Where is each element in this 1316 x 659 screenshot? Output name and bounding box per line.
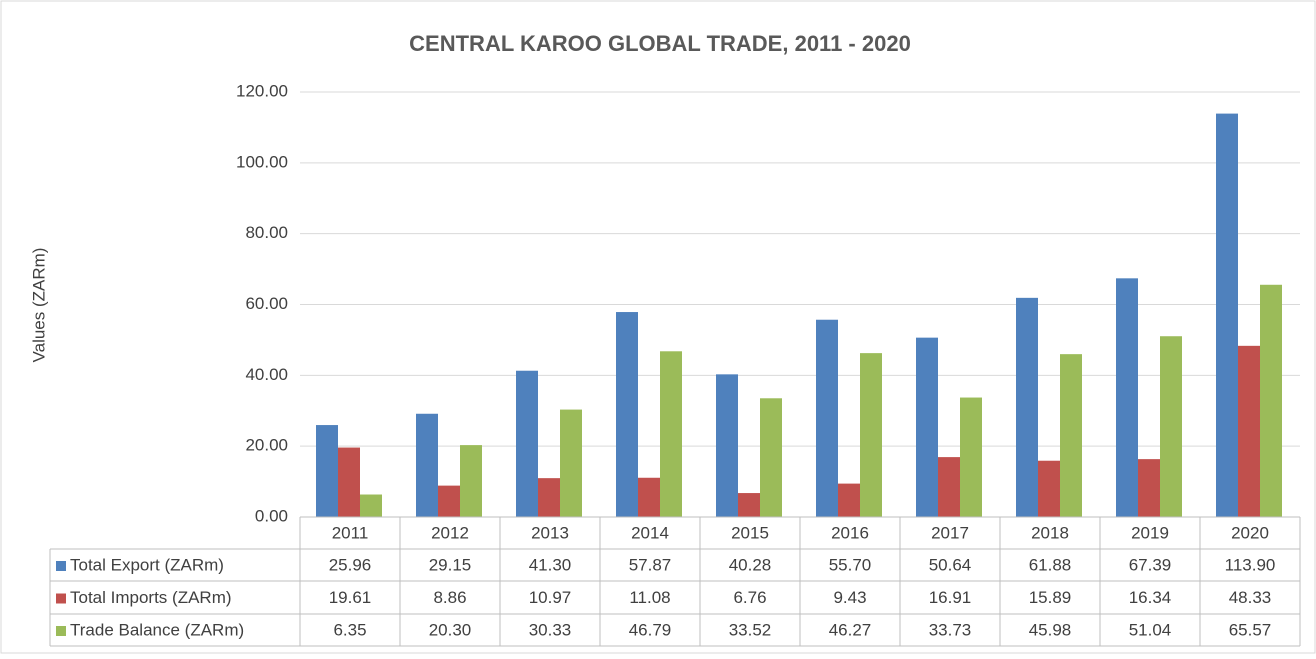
bar (738, 493, 760, 517)
bar (460, 445, 482, 517)
bar (1038, 460, 1060, 517)
table-value: 51.04 (1129, 620, 1172, 639)
bar (1238, 345, 1260, 517)
table-value: 57.87 (629, 555, 672, 574)
bar (416, 413, 438, 517)
y-tick-label: 120.00 (236, 81, 288, 100)
bar (960, 397, 982, 517)
x-tick-label: 2014 (631, 523, 669, 542)
table-value: 10.97 (529, 588, 572, 607)
bar (1160, 336, 1182, 517)
table-value: 45.98 (1029, 620, 1072, 639)
legend-swatch (56, 561, 66, 571)
x-tick-label: 2011 (332, 523, 369, 542)
x-tick-label: 2018 (1031, 523, 1069, 542)
table-value: 29.15 (429, 555, 472, 574)
y-tick-label: 40.00 (245, 365, 288, 384)
x-tick-label: 2015 (731, 523, 769, 542)
table-value: 55.70 (829, 555, 872, 574)
y-tick-label: 100.00 (236, 152, 288, 171)
bar (938, 457, 960, 517)
y-axis-label: Values (ZARm) (29, 248, 48, 363)
table-value: 40.28 (729, 555, 772, 574)
x-tick-label: 2017 (931, 523, 969, 542)
table-value: 46.79 (629, 620, 672, 639)
bar (860, 353, 882, 517)
table-value: 19.61 (329, 588, 372, 607)
bar (1060, 354, 1082, 517)
bar (1016, 297, 1038, 517)
legend-swatch (56, 626, 66, 636)
table-value: 16.91 (929, 588, 972, 607)
bar (1116, 278, 1138, 517)
bar (838, 483, 860, 517)
x-tick-label: 2016 (831, 523, 869, 542)
table-value: 41.30 (529, 555, 572, 574)
table-value: 46.27 (829, 620, 872, 639)
bar (1260, 284, 1282, 517)
legend-label: Total Imports (ZARm) (70, 588, 232, 607)
table-value: 6.76 (733, 588, 766, 607)
table-value: 65.57 (1229, 620, 1272, 639)
table-value: 61.88 (1029, 555, 1072, 574)
legend-label: Trade Balance (ZARm) (70, 620, 244, 639)
table-value: 25.96 (329, 555, 372, 574)
table-value: 20.30 (429, 620, 472, 639)
table-value: 33.73 (929, 620, 972, 639)
bar (816, 319, 838, 517)
bar (360, 494, 382, 517)
x-tick-label: 2012 (431, 523, 469, 542)
bar (538, 478, 560, 517)
bar (660, 351, 682, 517)
table-value: 50.64 (929, 555, 972, 574)
table-value: 11.08 (629, 588, 670, 607)
y-tick-label: 60.00 (245, 294, 288, 313)
bar (1216, 113, 1238, 518)
bar (760, 398, 782, 517)
bar (638, 477, 660, 517)
bar (616, 312, 638, 517)
y-tick-label: 80.00 (245, 223, 288, 242)
legend-label: Total Export (ZARm) (70, 555, 224, 574)
legend-swatch (56, 593, 66, 604)
x-tick-label: 2019 (1131, 523, 1169, 542)
bar (1138, 459, 1160, 517)
bar (916, 337, 938, 517)
table-value: 113.90 (1225, 555, 1276, 574)
table-value: 33.52 (729, 620, 772, 639)
x-tick-label: 2020 (1231, 523, 1269, 542)
chart-title: CENTRAL KAROO GLOBAL TRADE, 2011 - 2020 (409, 31, 911, 56)
bar (438, 485, 460, 517)
table-value: 48.33 (1229, 588, 1272, 607)
table-value: 6.35 (333, 620, 366, 639)
bar (516, 370, 538, 517)
x-tick-label: 2013 (531, 523, 569, 542)
y-tick-label: 0.00 (255, 506, 288, 525)
table-value: 9.43 (833, 588, 866, 607)
bar (560, 409, 582, 517)
bar (716, 374, 738, 517)
bar (316, 425, 338, 517)
table-value: 16.34 (1129, 588, 1172, 607)
table-value: 30.33 (529, 620, 572, 639)
y-tick-label: 20.00 (245, 436, 288, 455)
table-value: 67.39 (1129, 555, 1172, 574)
table-value: 8.86 (433, 588, 466, 607)
bar (338, 447, 360, 517)
table-value: 15.89 (1029, 588, 1072, 607)
